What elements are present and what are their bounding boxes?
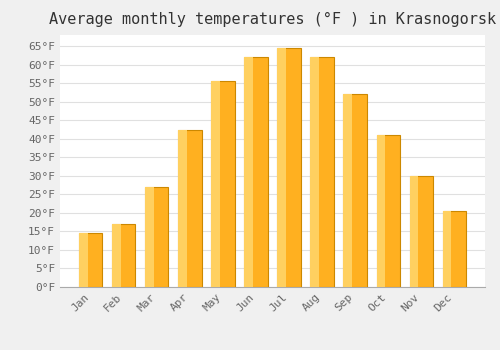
Bar (112, 224, 121, 287)
Bar (376, 135, 386, 287)
Bar (344, 94, 366, 287)
Bar (80, 233, 102, 287)
Bar (310, 57, 320, 287)
Bar (278, 48, 300, 287)
Bar (278, 48, 286, 287)
Bar (112, 224, 136, 287)
Bar (146, 187, 169, 287)
Bar (244, 57, 253, 287)
Bar (310, 57, 334, 287)
Bar (442, 211, 466, 287)
Bar (244, 57, 268, 287)
Bar (212, 81, 234, 287)
Title: Average monthly temperatures (°F ) in Krasnogorsk: Average monthly temperatures (°F ) in Kr… (49, 12, 496, 27)
Bar (146, 187, 154, 287)
Bar (178, 130, 187, 287)
Bar (80, 233, 88, 287)
Bar (376, 135, 400, 287)
Bar (344, 94, 352, 287)
Bar (410, 176, 432, 287)
Bar (178, 130, 202, 287)
Bar (212, 81, 220, 287)
Bar (410, 176, 418, 287)
Bar (442, 211, 452, 287)
